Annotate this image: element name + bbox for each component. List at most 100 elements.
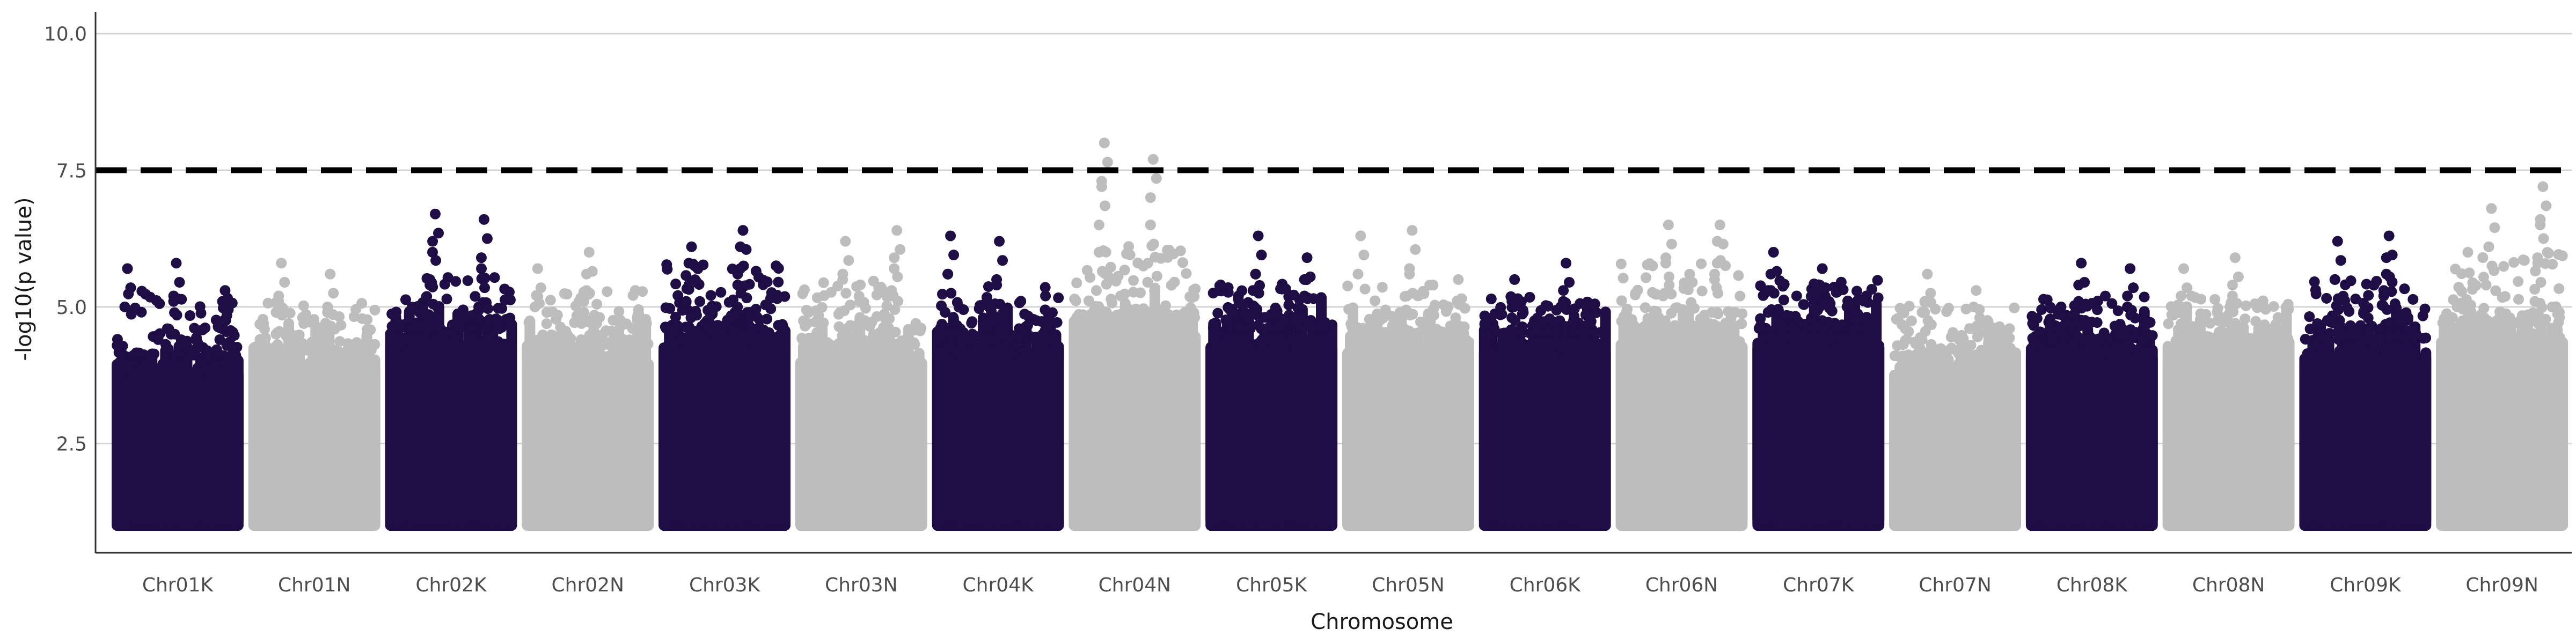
point-column bbox=[506, 319, 517, 526]
data-point bbox=[735, 288, 747, 299]
chromosome-group-chr02k bbox=[385, 208, 517, 531]
data-point bbox=[1351, 328, 1363, 340]
point-column bbox=[2010, 347, 2021, 526]
data-point bbox=[686, 277, 698, 288]
data-point bbox=[1914, 345, 1925, 356]
data-point bbox=[670, 279, 682, 290]
data-point bbox=[1387, 320, 1398, 331]
data-point bbox=[1872, 292, 1884, 303]
peak-point bbox=[2329, 274, 2340, 285]
data-point bbox=[546, 329, 557, 340]
data-point bbox=[2480, 280, 2492, 291]
data-point bbox=[2125, 310, 2136, 321]
data-point bbox=[1253, 319, 1264, 331]
data-point bbox=[470, 291, 481, 302]
data-point bbox=[889, 304, 901, 315]
data-point bbox=[2272, 312, 2284, 323]
data-point bbox=[936, 289, 948, 300]
data-point bbox=[456, 321, 467, 332]
data-point bbox=[1049, 333, 1060, 345]
data-point bbox=[1283, 299, 1294, 311]
data-point bbox=[1250, 304, 1262, 315]
data-point bbox=[592, 339, 603, 350]
data-point bbox=[1225, 314, 1236, 325]
point-column bbox=[779, 325, 791, 526]
chromosome-group-chr03k bbox=[658, 225, 791, 531]
data-point bbox=[1002, 324, 1013, 335]
peak-point bbox=[1714, 219, 1725, 231]
data-point bbox=[400, 294, 411, 305]
data-point bbox=[1851, 286, 1862, 297]
data-point bbox=[1870, 323, 1882, 334]
data-point bbox=[529, 301, 540, 312]
data-point bbox=[1925, 288, 1936, 299]
data-point bbox=[1585, 300, 1597, 311]
data-point bbox=[981, 291, 992, 303]
data-point bbox=[2333, 304, 2344, 316]
peak-point bbox=[1506, 296, 1518, 307]
data-point bbox=[1151, 270, 1162, 282]
data-point bbox=[171, 349, 182, 360]
data-point bbox=[348, 311, 360, 323]
data-point bbox=[1292, 302, 1304, 313]
data-point bbox=[875, 282, 887, 293]
data-point bbox=[753, 322, 765, 333]
data-point bbox=[2498, 261, 2509, 272]
peak-point bbox=[945, 230, 956, 241]
chromosome-group-chr07k bbox=[1752, 247, 1885, 531]
point-column bbox=[1874, 340, 1885, 526]
data-point bbox=[1684, 268, 1695, 280]
data-point bbox=[798, 315, 809, 326]
data-point bbox=[1423, 326, 1434, 338]
data-point bbox=[1245, 323, 1256, 334]
data-point bbox=[2381, 304, 2392, 315]
data-point bbox=[2240, 313, 2251, 325]
peak-point bbox=[2178, 263, 2190, 274]
data-point bbox=[815, 340, 826, 351]
data-point bbox=[1128, 275, 1139, 286]
data-point bbox=[356, 298, 368, 309]
data-point bbox=[2553, 283, 2565, 294]
data-point bbox=[2410, 334, 2421, 345]
data-point bbox=[1223, 282, 1234, 293]
data-point bbox=[1679, 277, 1690, 289]
data-point bbox=[1622, 304, 1633, 315]
data-point bbox=[754, 314, 765, 325]
data-point bbox=[2209, 294, 2221, 305]
data-point bbox=[1069, 294, 1080, 305]
data-point bbox=[1760, 323, 1771, 334]
peak-point bbox=[1404, 268, 1415, 280]
data-point bbox=[738, 260, 749, 272]
data-point bbox=[1142, 276, 1153, 288]
data-point bbox=[1835, 276, 1847, 288]
data-point bbox=[428, 298, 439, 310]
data-point bbox=[2059, 330, 2070, 341]
data-point bbox=[845, 320, 856, 331]
data-point bbox=[1898, 308, 1909, 319]
data-point bbox=[1943, 303, 1955, 314]
data-point bbox=[2341, 302, 2353, 313]
peak-point bbox=[1916, 307, 1928, 318]
data-point bbox=[1981, 328, 1993, 339]
data-point bbox=[1649, 288, 1660, 299]
data-point bbox=[1777, 320, 1788, 331]
data-point bbox=[154, 298, 165, 309]
data-point bbox=[223, 304, 234, 315]
data-point bbox=[1177, 257, 1188, 268]
peak-point bbox=[683, 258, 694, 269]
data-point bbox=[1099, 200, 1110, 211]
data-point bbox=[473, 314, 485, 325]
peak-point bbox=[1768, 247, 1779, 258]
data-point bbox=[129, 302, 141, 313]
data-point bbox=[1712, 288, 1723, 299]
data-point bbox=[2038, 294, 2049, 305]
data-point bbox=[2538, 233, 2549, 244]
data-point bbox=[1121, 248, 1132, 259]
data-point bbox=[1640, 302, 1651, 313]
peak-point bbox=[2227, 280, 2238, 291]
data-point bbox=[125, 282, 136, 294]
point-column bbox=[1327, 319, 1338, 526]
data-point bbox=[662, 264, 673, 275]
peak-point bbox=[476, 263, 487, 274]
peak-point bbox=[270, 307, 282, 318]
